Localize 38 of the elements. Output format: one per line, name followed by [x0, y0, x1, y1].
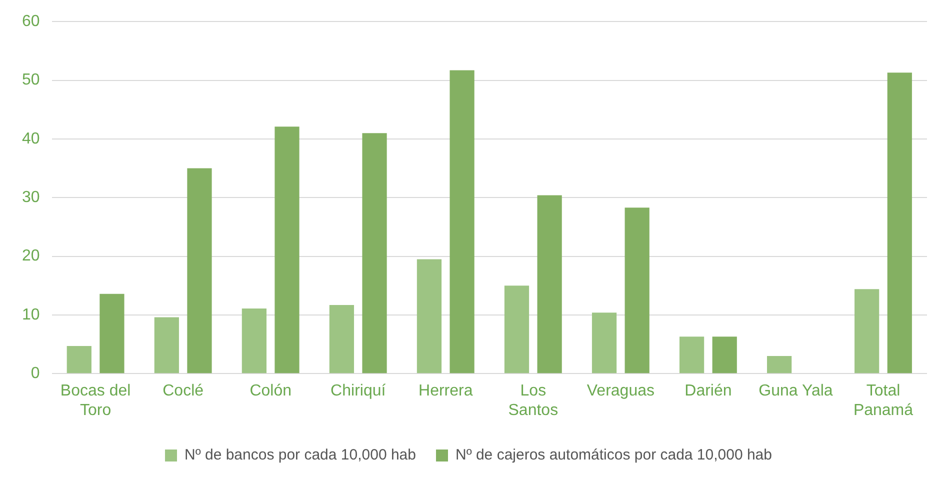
bar [767, 356, 792, 374]
bar [329, 304, 354, 374]
x-tick-label: Bocas del Toro [60, 382, 131, 419]
bar [537, 195, 562, 374]
bar [624, 208, 650, 374]
bar [887, 72, 912, 374]
x-tick-label: Veraguas [586, 382, 654, 400]
bar [679, 336, 704, 374]
x-tick-label: Total Panamá [853, 382, 914, 419]
bar [712, 336, 737, 374]
bar [504, 286, 530, 374]
y-tick-label: 0 [30, 365, 40, 382]
bar [66, 346, 92, 374]
x-tick-label: Coclé [162, 382, 204, 400]
bar [187, 168, 212, 374]
x-tick-label: Herrera [418, 382, 473, 400]
bar [450, 70, 474, 374]
bar [416, 259, 442, 374]
x-tick-label: Darién [684, 382, 732, 400]
bar [854, 289, 880, 374]
y-tick-label: 20 [22, 248, 40, 265]
bar [592, 312, 617, 374]
x-tick-label: Los Santos [508, 382, 558, 419]
legend-label: Nº de cajeros automáticos por cada 10,000 hab [455, 446, 772, 464]
y-tick-label: 60 [22, 13, 40, 30]
x-tick-label: Guna Yala [758, 382, 833, 400]
y-tick-label: 30 [22, 189, 40, 206]
bar [362, 133, 387, 374]
bar [154, 317, 179, 374]
bar [274, 126, 300, 374]
bar [100, 294, 124, 374]
y-tick-label: 40 [22, 130, 40, 148]
x-tick-label: Colón [250, 382, 292, 400]
bar [242, 308, 266, 374]
y-tick-label: 50 [22, 72, 40, 89]
x-tick-label: Chiriquí [330, 382, 386, 400]
y-tick-label: 10 [22, 306, 40, 324]
legend-label: Nº de bancos por cada 10,000 hab [184, 446, 416, 464]
